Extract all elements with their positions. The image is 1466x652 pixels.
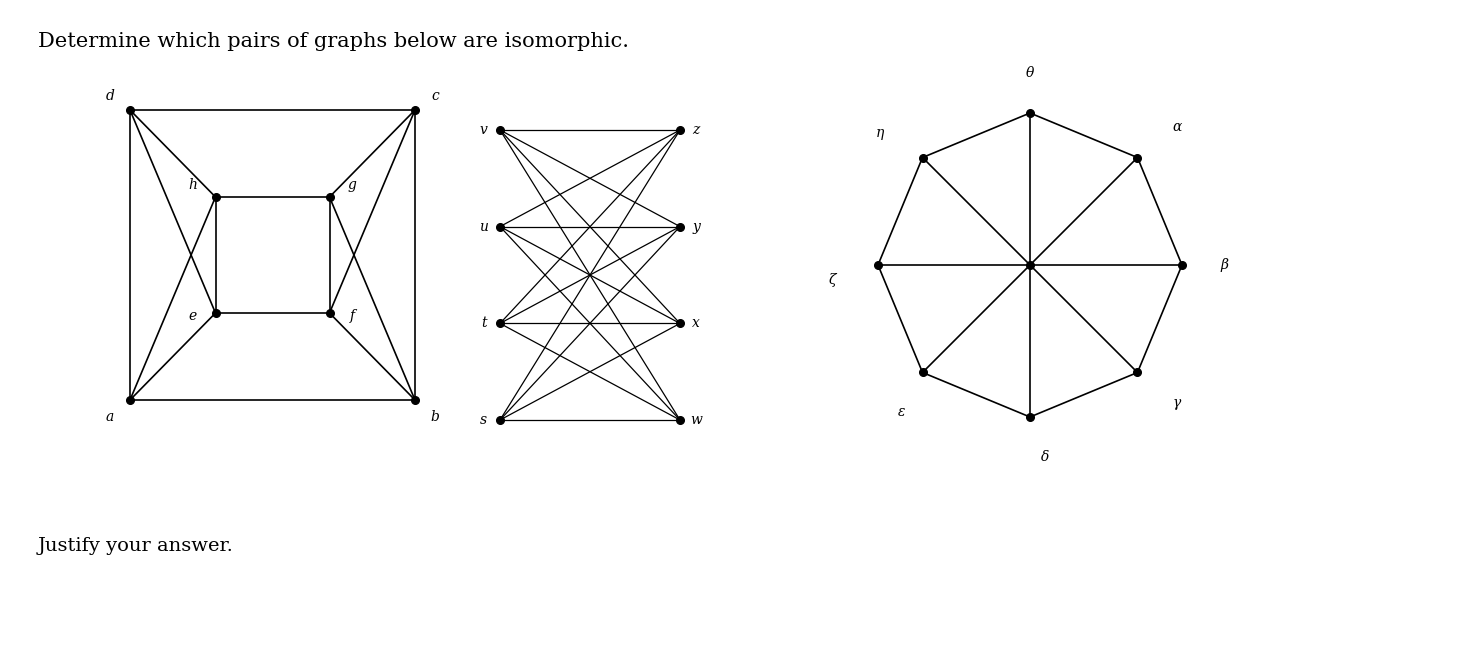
Text: δ: δ bbox=[1041, 449, 1050, 464]
Text: β: β bbox=[1221, 258, 1229, 272]
Text: v: v bbox=[479, 123, 488, 137]
Text: ζ: ζ bbox=[828, 273, 836, 287]
Text: b: b bbox=[431, 410, 440, 424]
Text: d: d bbox=[106, 89, 114, 102]
Text: h: h bbox=[188, 179, 196, 192]
Text: Justify your answer.: Justify your answer. bbox=[38, 537, 235, 555]
Text: y: y bbox=[692, 220, 701, 233]
Text: γ: γ bbox=[1173, 396, 1182, 410]
Text: Determine which pairs of graphs below are isomorphic.: Determine which pairs of graphs below ar… bbox=[38, 32, 629, 51]
Text: w: w bbox=[690, 413, 702, 427]
Text: c: c bbox=[431, 89, 438, 102]
Text: t: t bbox=[481, 316, 487, 331]
Text: s: s bbox=[481, 413, 487, 427]
Text: f: f bbox=[350, 309, 355, 323]
Text: ε: ε bbox=[897, 405, 905, 419]
Text: e: e bbox=[189, 309, 196, 323]
Text: a: a bbox=[106, 410, 114, 424]
Text: g: g bbox=[347, 179, 356, 192]
Text: θ: θ bbox=[1026, 67, 1034, 80]
Text: x: x bbox=[692, 316, 701, 331]
Text: α: α bbox=[1173, 120, 1182, 134]
Text: u: u bbox=[479, 220, 488, 233]
Text: z: z bbox=[692, 123, 699, 137]
Text: η: η bbox=[875, 126, 884, 140]
